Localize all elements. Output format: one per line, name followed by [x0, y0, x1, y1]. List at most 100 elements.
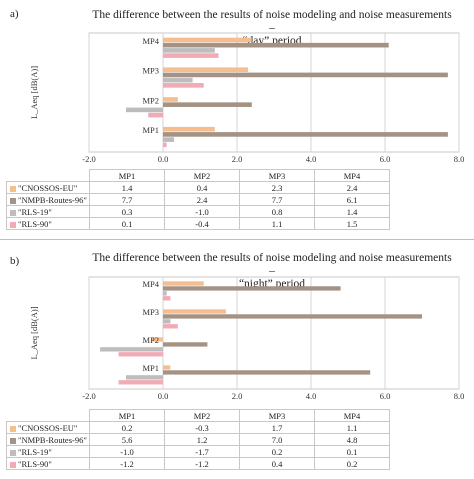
panel-a-data-table: MP1 MP2 MP3 MP4 "CNOSSOS-EU" 1.4 0.4 2.3 2.4 "NMP…: [6, 169, 390, 230]
chart1-bar-nmpb-routes-96-mp1: [163, 132, 448, 137]
chart1-bar-cnossos-eu-mp1: [163, 126, 215, 132]
panel-a-title-line1: The difference between the results of no…: [92, 9, 452, 34]
chart1-category-label-mp2: MP2: [142, 95, 159, 105]
table2-value-cell: -1.2: [89, 457, 165, 470]
table2-value-cell: -1.7: [164, 445, 240, 458]
chart2-category-label-mp2: MP2: [142, 335, 159, 345]
chart2-bar-nmpb-routes-96-mp3: [163, 314, 422, 319]
chart2-bar-rls-19-mp4: [163, 291, 167, 296]
panel-a-letter: a): [10, 8, 19, 20]
table1-row: "RLS-90" 0.1 -0.4 1.1 1.5: [6, 217, 390, 230]
chart1-bar-nmpb-routes-96-mp3: [163, 72, 448, 78]
chart2-bar-rls-19-mp1: [126, 375, 163, 380]
chart2-x-tick-label: 8.0: [454, 391, 465, 401]
chart2-bar-cnossos-eu-mp1: [163, 365, 171, 370]
table2-column-header: MP3: [239, 409, 315, 422]
chart1-bar-rls-19-mp3: [163, 77, 193, 83]
chart1-bar-cnossos-eu-mp4: [163, 37, 252, 43]
table2-column-header: MP1: [89, 409, 165, 422]
table2-value-cell: 4.8: [314, 433, 390, 446]
chart1-bar-rls-90-mp4: [163, 53, 219, 58]
chart1-bar-cnossos-eu-mp2: [163, 97, 178, 102]
chart1-bar-rls-19-mp2: [126, 107, 163, 113]
chart2-x-tick-label: 6.0: [380, 391, 391, 401]
table2-legend-swatch: [10, 425, 16, 432]
table2-value-cell: 1.1: [314, 421, 390, 434]
chart1-category-label-mp4: MP4: [142, 36, 159, 46]
table1-series-name: "NMPB-Routes-96": [18, 194, 87, 205]
table2-series-name: "NMPB-Routes-96": [18, 434, 87, 445]
chart2-category-label-mp1: MP1: [142, 363, 159, 373]
chart2-x-tick-label: 0.0: [158, 391, 169, 401]
chart2-bar-cnossos-eu-mp2: [151, 337, 163, 342]
chart1-y-axis-label: L_Aeq [dB(A)]: [29, 66, 39, 119]
table2-row: "NMPB-Routes-96" 5.6 1.2 7.0 4.8: [6, 433, 390, 446]
table2-value-cell: -0.3: [164, 421, 240, 434]
chart2-bar-cnossos-eu-mp3: [163, 309, 226, 314]
table2-column-header: MP4: [314, 409, 390, 422]
table2-value-cell: 0.4: [239, 457, 315, 470]
table2-row: "RLS-19" -1.0 -1.7 0.2 0.1: [6, 445, 390, 458]
table1-legend-swatch: [10, 209, 16, 216]
chart2-y-axis-label: L_Aeq [dB(A)]: [29, 306, 39, 359]
chart2-bar-nmpb-routes-96-mp2: [163, 342, 208, 347]
table2-column-header: MP2: [164, 409, 240, 422]
table2-value-cell: -1.2: [164, 457, 240, 470]
table2-legend-swatch: [10, 449, 16, 456]
table1-legend-swatch: [10, 221, 16, 228]
chart1-bar-rls-19-mp1: [163, 137, 175, 142]
chart1-bar-rls-90-mp3: [163, 83, 204, 88]
table2-series-label: "RLS-90": [6, 457, 90, 470]
chart2-bar-nmpb-routes-96-mp1: [163, 370, 371, 375]
chart1-category-label-mp1: MP1: [142, 125, 159, 135]
chart2-bar-rls-90-mp3: [163, 324, 178, 329]
chart1-x-tick-label: 6.0: [380, 154, 391, 164]
table1-legend-swatch: [10, 197, 16, 204]
table1-row: "RLS-19" 0.3 -1.0 0.8 1.4: [6, 205, 390, 218]
chart2-bar-nmpb-routes-96-mp4: [163, 286, 341, 291]
chart2-bar-cnossos-eu-mp4: [163, 281, 204, 286]
chart1-bar-rls-19-mp4: [163, 48, 215, 53]
table2-series-name: "RLS-19": [18, 446, 52, 457]
chart1-x-tick-label: 2.0: [232, 154, 243, 164]
table2-series-label: "CNOSSOS-EU": [6, 421, 90, 434]
chart2-x-tick-label: -2.0: [82, 391, 95, 401]
table2-value-cell: 0.2: [314, 457, 390, 470]
table2-series-label: "RLS-19": [6, 445, 90, 458]
chart1-category-label-mp3: MP3: [142, 66, 159, 76]
chart2-category-label-mp4: MP4: [142, 279, 159, 289]
table2-value-cell: 0.1: [314, 445, 390, 458]
table1-series-name: "RLS-90": [18, 218, 52, 229]
panel-separator: [0, 239, 474, 240]
panel-b-data-table: MP1 MP2 MP3 MP4 "CNOSSOS-EU" 0.2 -0.3 1.7 1.1 "NM…: [6, 409, 390, 470]
chart2-bar-rls-90-mp2: [118, 352, 163, 357]
chart1-bar-rls-90-mp2: [148, 112, 163, 118]
table2-header-row: MP1 MP2 MP3 MP4: [7, 409, 390, 422]
chart2-category-label-mp3: MP3: [142, 307, 159, 317]
table1-row: "NMPB-Routes-96" 7.7 2.4 7.7 6.1: [6, 193, 390, 206]
chart1-x-tick-label: 8.0: [454, 154, 465, 164]
chart1-bar-nmpb-routes-96-mp2: [163, 102, 252, 107]
table2-value-cell: 1.7: [239, 421, 315, 434]
chart2-x-tick-label: 4.0: [306, 391, 317, 401]
panel-b-title-line1: The difference between the results of no…: [92, 252, 452, 277]
chart1-bar-cnossos-eu-mp3: [163, 67, 249, 73]
chart2-bar-rls-90-mp4: [163, 296, 171, 301]
table2-row: "RLS-90" -1.2 -1.2 0.4 0.2: [6, 457, 390, 470]
chart2-bar-rls-90-mp1: [118, 380, 163, 385]
chart1-x-tick-label: -2.0: [82, 154, 95, 164]
table1-value-cell: 1.5: [314, 217, 390, 230]
table2-value-cell: 0.2: [239, 445, 315, 458]
table2-value-cell: 7.0: [239, 433, 315, 446]
chart1-bar-rls-90-mp1: [163, 142, 167, 148]
chart1-bar-nmpb-routes-96-mp4: [163, 42, 389, 48]
table2-corner-cell: [7, 410, 90, 422]
chart1-x-tick-label: 0.0: [158, 154, 169, 164]
table2-legend-swatch: [10, 461, 16, 468]
table2-value-cell: 5.6: [89, 433, 165, 446]
table2-series-label: "NMPB-Routes-96": [6, 433, 90, 446]
table2-value-cell: 0.2: [89, 421, 165, 434]
table2-legend-swatch: [10, 437, 16, 444]
